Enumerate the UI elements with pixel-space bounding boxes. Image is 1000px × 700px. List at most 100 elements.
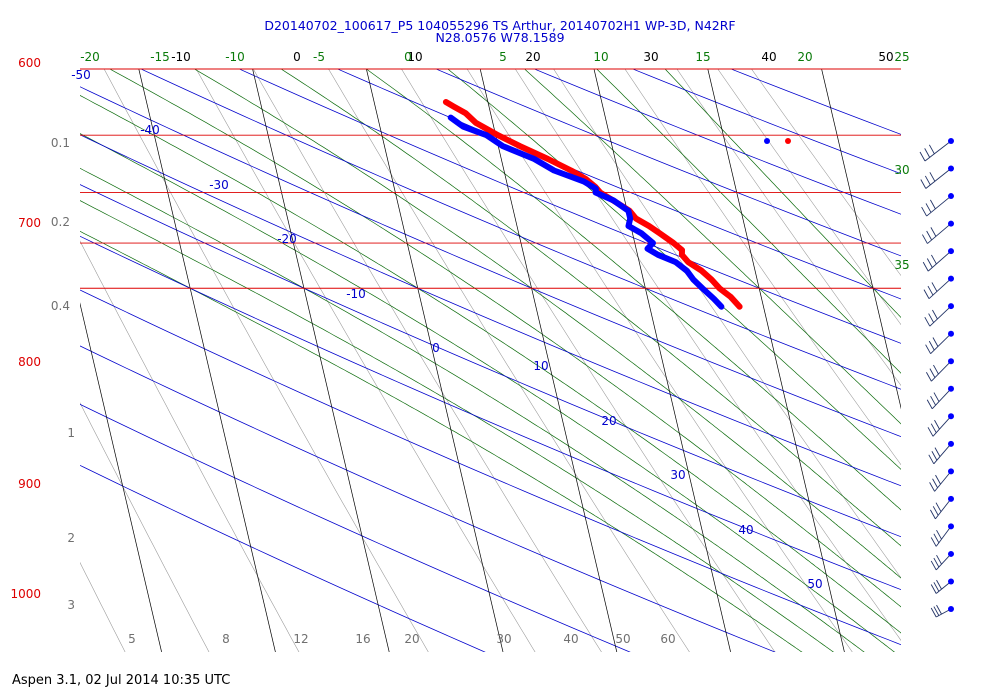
wind-barb-flag xyxy=(936,529,942,540)
moist-adiabats xyxy=(80,69,901,652)
pressure-label: 600 xyxy=(18,56,41,70)
moist-adiabat-label: -20 xyxy=(80,50,100,64)
isotherm xyxy=(366,69,504,652)
wind-barbs xyxy=(919,138,954,618)
wind-barb-staff xyxy=(928,278,952,299)
wind-barb-staff xyxy=(935,581,952,594)
dry-adiabat-label: -10 xyxy=(346,287,366,301)
bottom-axis-label: 40 xyxy=(563,632,578,646)
wind-barb xyxy=(924,303,954,327)
mixing-ratio-line xyxy=(676,69,901,386)
wind-barb-flag xyxy=(930,509,936,520)
wind-barb xyxy=(922,248,954,272)
wind-barb-dot xyxy=(948,440,954,447)
wind-barb-flag xyxy=(926,372,932,382)
wind-barb-flag xyxy=(925,203,932,213)
wind-barb-flag xyxy=(929,368,936,378)
wind-barb-flag xyxy=(936,579,942,590)
wind-barb-flag xyxy=(927,427,934,437)
isotherm-label: 0 xyxy=(293,50,301,64)
dry-adiabat-label: 20 xyxy=(601,414,616,428)
mixing-ratio-label: 3 xyxy=(67,598,75,612)
temperature-surface-point xyxy=(785,138,791,144)
mixing-ratio-line xyxy=(624,69,901,466)
moist-adiabat xyxy=(80,230,803,652)
wind-barb xyxy=(927,413,954,437)
pressure-label: 1000 xyxy=(10,587,41,601)
wind-barb xyxy=(923,275,954,299)
wind-barb-flag xyxy=(932,309,938,320)
temperature-profile xyxy=(442,99,743,310)
pressure-label: 700 xyxy=(18,216,41,230)
isotherm xyxy=(252,69,390,652)
wind-barb-flag xyxy=(924,148,931,158)
wind-barb-flag xyxy=(925,344,931,354)
isotherm xyxy=(593,69,731,652)
wind-barb-flag xyxy=(930,560,937,571)
wind-barb-flag xyxy=(928,313,935,323)
wind-barb-staff xyxy=(930,333,952,355)
wind-barb-flag xyxy=(930,584,937,594)
wind-barb-flag xyxy=(930,395,936,406)
wind-barb-dot xyxy=(948,468,954,475)
mixing-ratio-line xyxy=(80,402,210,652)
mixing-ratio-label: 0.2 xyxy=(51,215,70,229)
bottom-axis-label: 8 xyxy=(222,632,230,646)
wind-barb-staff xyxy=(933,443,952,465)
moist-adiabat xyxy=(80,200,834,652)
dry-adiabat-label: -40 xyxy=(140,123,160,137)
mixing-ratio-label: 2 xyxy=(67,531,75,545)
moist-adiabat xyxy=(80,133,895,652)
wind-barb-staff xyxy=(924,140,952,162)
moist-adiabat xyxy=(596,69,901,374)
wind-barb-staff xyxy=(932,415,952,437)
mixing-ratio-line xyxy=(514,69,901,641)
mixing-ratio-label: 0.4 xyxy=(51,299,70,313)
dry-adiabat xyxy=(80,86,901,438)
isotherm xyxy=(821,69,901,410)
wind-barb-dot xyxy=(948,248,954,255)
dry-adiabat-label: 40 xyxy=(738,523,753,537)
moist-adiabat xyxy=(80,167,865,652)
wind-barb xyxy=(919,138,954,162)
mixing-ratio-label: 0.1 xyxy=(51,136,70,150)
wind-barb xyxy=(930,578,954,594)
moist-adiabat-label: -10 xyxy=(225,50,245,64)
wind-barb xyxy=(930,604,954,618)
wind-barb-flag xyxy=(926,399,933,409)
bottom-axis-label: 16 xyxy=(355,632,370,646)
wind-barb-flag xyxy=(936,604,942,615)
wind-barb-staff xyxy=(934,471,952,492)
moist-adiabat xyxy=(664,69,901,318)
moist-adiabat-label: 15 xyxy=(695,50,710,64)
title-line-1: D20140702_100617_P5 104055296 TS Arthur,… xyxy=(264,18,736,33)
bottom-axis-label: 50 xyxy=(615,632,630,646)
wind-barb-flag xyxy=(934,419,940,430)
mixing-ratio-line xyxy=(252,69,602,652)
dry-adiabat xyxy=(80,235,901,591)
moist-adiabat xyxy=(524,69,901,425)
wind-barb-dot xyxy=(948,165,954,172)
dry-adiabat xyxy=(238,69,901,344)
wind-barb xyxy=(922,220,954,244)
wind-barb-dot xyxy=(948,606,954,612)
dry-adiabat-label: -20 xyxy=(277,232,297,246)
moist-adiabat-label: 20 xyxy=(797,50,812,64)
isotherm xyxy=(707,69,845,652)
isotherm xyxy=(138,69,276,652)
isotherm xyxy=(479,69,618,652)
mixing-ratio-line xyxy=(80,240,300,652)
mixing-ratio-label: 1 xyxy=(67,426,75,440)
wind-barb-dot xyxy=(948,138,954,144)
dry-adiabat xyxy=(533,69,901,215)
wind-barb-staff xyxy=(929,305,952,327)
dry-adiabat xyxy=(631,69,901,175)
wind-barb-staff xyxy=(927,250,952,272)
moist-adiabat-label: 10 xyxy=(593,50,608,64)
dry-adiabat xyxy=(140,69,901,390)
wind-barb-flag xyxy=(936,554,942,565)
moist-adiabat xyxy=(80,95,901,634)
isotherm-label: 20 xyxy=(525,50,540,64)
wind-barb-dot xyxy=(948,495,954,502)
wind-barb xyxy=(920,165,954,189)
